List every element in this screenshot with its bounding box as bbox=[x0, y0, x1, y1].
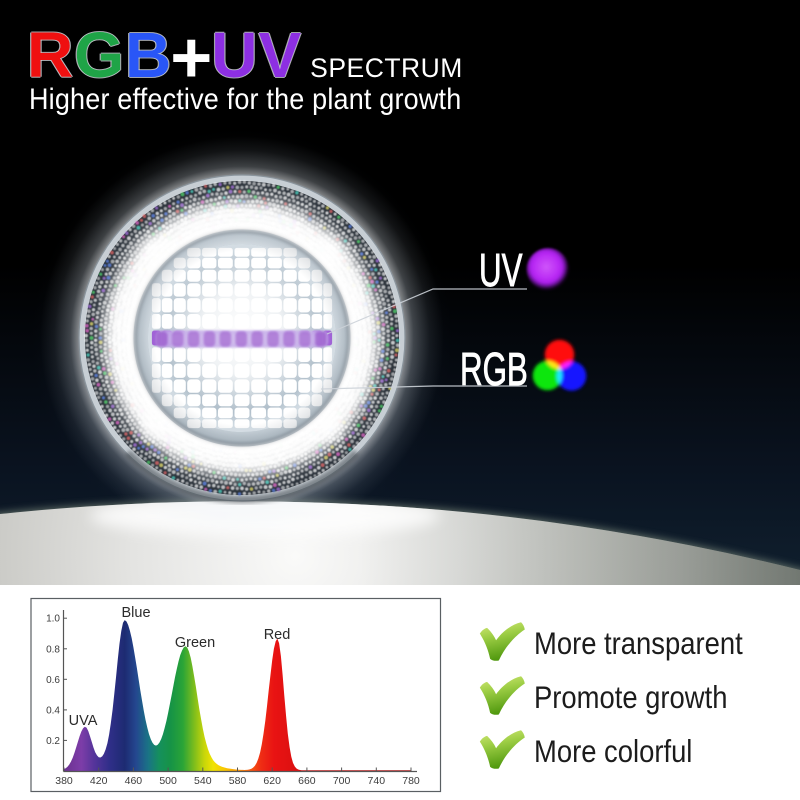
svg-text:UVA: UVA bbox=[69, 713, 98, 729]
svg-text:580: 580 bbox=[229, 775, 247, 787]
svg-text:0.8: 0.8 bbox=[46, 644, 60, 655]
svg-text:660: 660 bbox=[298, 775, 316, 787]
svg-text:1.0: 1.0 bbox=[46, 614, 60, 625]
svg-text:0.4: 0.4 bbox=[46, 705, 60, 716]
svg-text:780: 780 bbox=[402, 775, 420, 787]
svg-text:0.2: 0.2 bbox=[46, 736, 60, 747]
svg-text:740: 740 bbox=[368, 775, 386, 787]
svg-text:Red: Red bbox=[264, 627, 291, 643]
svg-text:700: 700 bbox=[333, 775, 351, 787]
svg-text:Green: Green bbox=[175, 635, 215, 651]
svg-text:0.6: 0.6 bbox=[46, 675, 60, 686]
svg-text:620: 620 bbox=[263, 775, 281, 787]
svg-text:540: 540 bbox=[194, 775, 212, 787]
svg-text:380: 380 bbox=[55, 775, 73, 787]
svg-text:420: 420 bbox=[90, 775, 108, 787]
svg-text:Blue: Blue bbox=[121, 605, 150, 621]
svg-text:460: 460 bbox=[125, 775, 143, 787]
svg-text:500: 500 bbox=[159, 775, 177, 787]
